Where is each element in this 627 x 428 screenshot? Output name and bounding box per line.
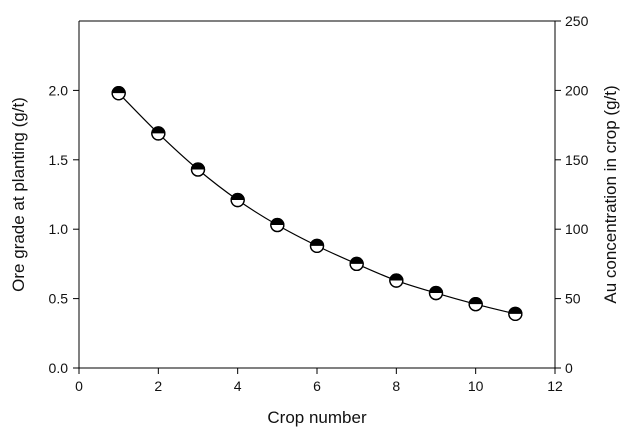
- y-left-tick-label: 1.5: [49, 152, 69, 168]
- data-point: [111, 86, 126, 101]
- data-point: [428, 285, 444, 301]
- y-axis-left-title: Ore grade at planting (g/t): [9, 97, 28, 292]
- x-tick-label: 2: [154, 378, 162, 394]
- y-right-tick-label: 250: [565, 13, 589, 29]
- x-tick-label: 0: [75, 378, 83, 394]
- y-left-tick-label: 1.0: [49, 221, 69, 237]
- x-tick-label: 4: [234, 378, 242, 394]
- data-point: [389, 273, 404, 288]
- fit-curve: [118, 92, 516, 315]
- data-point: [309, 238, 325, 254]
- y-left-tick-label: 2.0: [49, 82, 69, 98]
- data-point: [468, 297, 483, 312]
- fit-curve-layer: [118, 92, 516, 315]
- y-left-tick-label: 0.5: [49, 291, 69, 307]
- x-tick-label: 10: [468, 378, 484, 394]
- x-axis-ticks: 0 2 4 6 8 10 12: [75, 368, 563, 394]
- x-axis-title: Crop number: [267, 408, 367, 427]
- y-right-tick-label: 200: [565, 82, 589, 98]
- y-left-tick-label: 0.0: [49, 360, 69, 376]
- y-right-tick-label: 100: [565, 221, 589, 237]
- y-axis-right-title: Au concentration in crop (g/t): [601, 85, 620, 303]
- x-tick-label: 6: [313, 378, 321, 394]
- data-points: [111, 86, 523, 322]
- y-axis-left-ticks: 0.0 0.5 1.0 1.5 2.0: [49, 82, 79, 376]
- data-point: [230, 192, 245, 208]
- y-right-tick-label: 0: [565, 360, 573, 376]
- y-axis-right-ticks: 0 50 100 150 200 250: [555, 13, 589, 376]
- y-right-tick-label: 50: [565, 291, 581, 307]
- data-point: [270, 217, 285, 233]
- data-point: [190, 162, 206, 177]
- y-right-tick-label: 150: [565, 152, 589, 168]
- x-tick-label: 8: [392, 378, 400, 394]
- data-point: [151, 126, 166, 141]
- x-tick-label: 12: [547, 378, 563, 394]
- data-point: [349, 256, 364, 272]
- data-point: [508, 306, 523, 322]
